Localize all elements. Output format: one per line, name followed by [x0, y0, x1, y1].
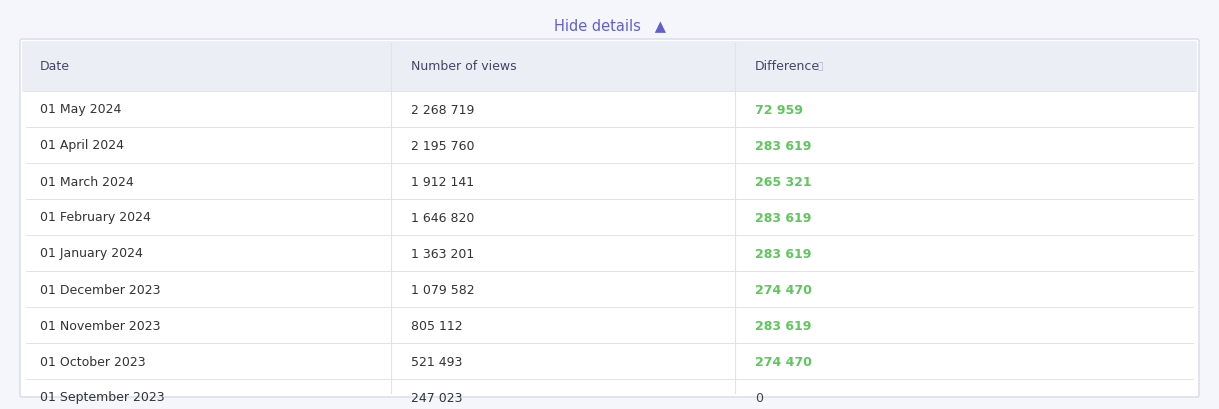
Text: Hide details   ▲: Hide details ▲: [553, 18, 666, 33]
Text: 247 023: 247 023: [411, 391, 462, 404]
Text: 01 February 2024: 01 February 2024: [40, 211, 151, 224]
Text: Number of views: Number of views: [411, 61, 517, 73]
Text: 283 619: 283 619: [755, 211, 812, 224]
Text: 274 470: 274 470: [755, 355, 812, 368]
Text: 01 November 2023: 01 November 2023: [40, 319, 161, 332]
Text: 283 619: 283 619: [755, 247, 812, 260]
Text: 72 959: 72 959: [755, 103, 803, 116]
Text: 01 January 2024: 01 January 2024: [40, 247, 143, 260]
Text: 01 March 2024: 01 March 2024: [40, 175, 134, 188]
Text: 2 268 719: 2 268 719: [411, 103, 474, 116]
Text: 274 470: 274 470: [755, 283, 812, 296]
Text: 01 September 2023: 01 September 2023: [40, 391, 165, 404]
Text: 01 December 2023: 01 December 2023: [40, 283, 161, 296]
Text: 265 321: 265 321: [755, 175, 812, 188]
Text: 2 195 760: 2 195 760: [411, 139, 474, 152]
Text: 1 646 820: 1 646 820: [411, 211, 474, 224]
Text: 0: 0: [755, 391, 763, 404]
Text: 1 363 201: 1 363 201: [411, 247, 474, 260]
Text: 1 912 141: 1 912 141: [411, 175, 474, 188]
Text: 283 619: 283 619: [755, 139, 812, 152]
Text: 1 079 582: 1 079 582: [411, 283, 474, 296]
Text: 521 493: 521 493: [411, 355, 462, 368]
Text: 01 May 2024: 01 May 2024: [40, 103, 122, 116]
Text: Date: Date: [40, 61, 69, 73]
FancyBboxPatch shape: [22, 42, 1197, 93]
Text: 805 112: 805 112: [411, 319, 463, 332]
Text: Difference: Difference: [755, 61, 820, 73]
FancyBboxPatch shape: [20, 40, 1199, 397]
Text: 283 619: 283 619: [755, 319, 812, 332]
Text: ⓘ: ⓘ: [817, 62, 823, 71]
Text: 01 October 2023: 01 October 2023: [40, 355, 145, 368]
Text: 01 April 2024: 01 April 2024: [40, 139, 124, 152]
